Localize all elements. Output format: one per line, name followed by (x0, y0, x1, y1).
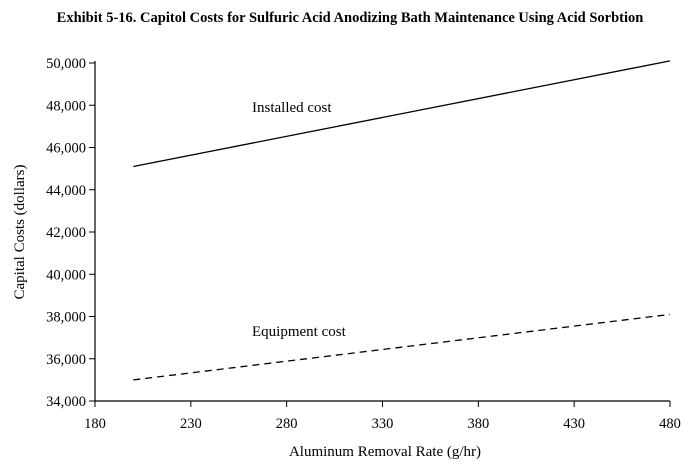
y-tick-label: 40,000 (46, 267, 86, 283)
x-axis-ticks: 180 230 280 330 380 430 480 (84, 401, 681, 432)
x-tick-label: 380 (467, 416, 489, 432)
x-tick-label: 430 (563, 416, 585, 432)
x-tick-label: 180 (84, 416, 106, 432)
y-tick-label: 48,000 (46, 98, 86, 114)
y-tick-label: 36,000 (46, 352, 86, 368)
x-tick-label: 280 (276, 416, 298, 432)
series-lines (133, 60, 671, 381)
x-axis-title: Aluminum Removal Rate (g/hr) (289, 444, 481, 460)
chart-title: Exhibit 5-16. Capitol Costs for Sulfuric… (56, 10, 644, 26)
y-axis-title: Capital Costs (dollars) (12, 165, 28, 300)
y-axis-ticks: 34,000 36,000 38,000 40,000 42,000 44,000 46,0… (46, 56, 95, 410)
y-tick-label: 44,000 (46, 183, 86, 199)
y-tick-label: 46,000 (46, 141, 86, 157)
equipment-cost-line (133, 313, 671, 381)
y-tick-label: 50,000 (46, 56, 86, 72)
x-tick-label: 230 (180, 416, 202, 432)
y-tick-label: 38,000 (46, 310, 86, 326)
axes (94, 61, 670, 402)
installed-cost-label: Installed cost (252, 100, 332, 116)
x-tick-label: 480 (659, 416, 681, 432)
y-tick-label: 34,000 (46, 394, 86, 410)
installed-cost-line (133, 60, 671, 168)
x-tick-label: 330 (372, 416, 394, 432)
y-tick-label: 42,000 (46, 225, 86, 241)
equipment-cost-label: Equipment cost (252, 324, 347, 340)
